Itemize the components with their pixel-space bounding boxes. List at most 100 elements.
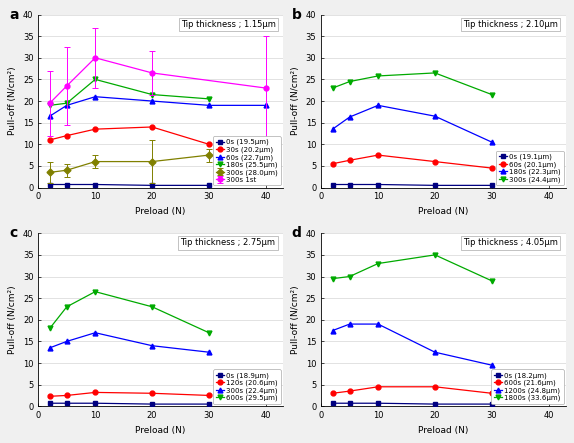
Line: 600s (21.6μm): 600s (21.6μm) bbox=[330, 385, 494, 396]
0s (19.5μm) bbox=[205, 183, 212, 188]
1200s (24.8μm) bbox=[488, 362, 495, 368]
Text: b: b bbox=[292, 8, 302, 22]
Line: 60s (20.1μm): 60s (20.1μm) bbox=[330, 153, 494, 171]
Text: c: c bbox=[9, 226, 17, 241]
300s (22.4μm) bbox=[149, 343, 156, 348]
600s (21.6μm) bbox=[488, 391, 495, 396]
0s (18.9μm) bbox=[205, 401, 212, 407]
1800s (33.6μm) bbox=[346, 274, 353, 279]
600s (21.6μm) bbox=[329, 391, 336, 396]
0s (19.5μm) bbox=[46, 182, 53, 187]
180s (25.5μm) bbox=[149, 92, 156, 97]
0s (18.2μm) bbox=[346, 400, 353, 406]
Y-axis label: Pull-off (N/cm²): Pull-off (N/cm²) bbox=[291, 67, 300, 136]
600s (29.5μm) bbox=[149, 304, 156, 310]
600s (29.5μm) bbox=[92, 289, 99, 294]
0s (18.2μm) bbox=[375, 400, 382, 406]
60s (22.7μm) bbox=[262, 103, 269, 108]
600s (21.6μm) bbox=[432, 384, 439, 389]
300s (24.4μm) bbox=[346, 79, 353, 84]
120s (20.6μm) bbox=[63, 393, 70, 398]
180s (22.3μm) bbox=[346, 114, 353, 120]
60s (20.1μm) bbox=[346, 158, 353, 163]
60s (22.7μm) bbox=[205, 103, 212, 108]
Line: 0s (19.1μm): 0s (19.1μm) bbox=[330, 182, 494, 188]
300s (24.4μm) bbox=[488, 92, 495, 97]
1800s (33.6μm) bbox=[488, 278, 495, 284]
300s (24.4μm) bbox=[329, 85, 336, 91]
300s (22.4μm) bbox=[205, 350, 212, 355]
Legend: 0s (18.2μm), 600s (21.6μm), 1200s (24.8μm), 1800s (33.6μm): 0s (18.2μm), 600s (21.6μm), 1200s (24.8μ… bbox=[491, 369, 564, 404]
300s (24.4μm) bbox=[432, 70, 439, 76]
Line: 0s (18.2μm): 0s (18.2μm) bbox=[330, 401, 494, 407]
1200s (24.8μm) bbox=[346, 322, 353, 327]
0s (19.1μm) bbox=[346, 182, 353, 187]
60s (22.7μm) bbox=[92, 94, 99, 99]
X-axis label: Preload (N): Preload (N) bbox=[135, 207, 186, 216]
600s (29.5μm) bbox=[46, 326, 53, 331]
300s (22.4μm) bbox=[63, 339, 70, 344]
0s (19.1μm) bbox=[432, 183, 439, 188]
1800s (33.6μm) bbox=[329, 276, 336, 281]
300s (24.4μm) bbox=[375, 73, 382, 78]
X-axis label: Preload (N): Preload (N) bbox=[135, 426, 186, 435]
Line: 600s (29.5μm): 600s (29.5μm) bbox=[47, 289, 211, 335]
Line: 1200s (24.8μm): 1200s (24.8μm) bbox=[330, 322, 494, 368]
0s (18.9μm) bbox=[63, 400, 70, 406]
0s (18.2μm) bbox=[329, 400, 336, 406]
Text: Tip thickness ; 4.05μm: Tip thickness ; 4.05μm bbox=[463, 238, 559, 248]
Text: Tip thickness ; 2.75μm: Tip thickness ; 2.75μm bbox=[180, 238, 276, 248]
1200s (24.8μm) bbox=[432, 350, 439, 355]
60s (20.1μm) bbox=[432, 159, 439, 164]
0s (18.9μm) bbox=[149, 401, 156, 407]
Line: 60s (22.7μm): 60s (22.7μm) bbox=[47, 94, 268, 119]
120s (20.6μm) bbox=[149, 391, 156, 396]
Y-axis label: Pull-off (N/cm²): Pull-off (N/cm²) bbox=[291, 285, 300, 354]
30s (20.2μm) bbox=[63, 133, 70, 138]
Text: a: a bbox=[9, 8, 18, 22]
Line: 0s (18.9μm): 0s (18.9μm) bbox=[47, 401, 211, 407]
Text: d: d bbox=[292, 226, 302, 241]
Line: 300s (24.4μm): 300s (24.4μm) bbox=[330, 70, 494, 97]
0s (19.1μm) bbox=[488, 183, 495, 188]
30s (20.2μm) bbox=[92, 127, 99, 132]
60s (22.7μm) bbox=[63, 103, 70, 108]
X-axis label: Preload (N): Preload (N) bbox=[418, 207, 468, 216]
1800s (33.6μm) bbox=[375, 261, 382, 266]
60s (22.7μm) bbox=[46, 113, 53, 119]
Y-axis label: Pull-off (N/cm²): Pull-off (N/cm²) bbox=[9, 285, 17, 354]
1200s (24.8μm) bbox=[329, 328, 336, 333]
0s (19.5μm) bbox=[63, 182, 70, 187]
Line: 30s (20.2μm): 30s (20.2μm) bbox=[47, 124, 211, 147]
0s (18.2μm) bbox=[432, 401, 439, 407]
Text: Tip thickness ; 1.15μm: Tip thickness ; 1.15μm bbox=[181, 20, 276, 29]
30s (20.2μm) bbox=[46, 137, 53, 143]
Text: Tip thickness ; 2.10μm: Tip thickness ; 2.10μm bbox=[463, 20, 559, 29]
1200s (24.8μm) bbox=[375, 322, 382, 327]
180s (25.5μm) bbox=[205, 96, 212, 101]
0s (19.1μm) bbox=[375, 182, 382, 187]
600s (21.6μm) bbox=[375, 384, 382, 389]
1800s (33.6μm) bbox=[432, 252, 439, 257]
Legend: 0s (19.5μm), 30s (20.2μm), 60s (22.7μm), 180s (25.5μm), 300s (28.0μm), 300s 1st: 0s (19.5μm), 30s (20.2μm), 60s (22.7μm),… bbox=[213, 136, 281, 186]
60s (20.1μm) bbox=[375, 152, 382, 158]
0s (19.1μm) bbox=[329, 182, 336, 187]
60s (20.1μm) bbox=[329, 161, 336, 167]
120s (20.6μm) bbox=[92, 390, 99, 395]
120s (20.6μm) bbox=[205, 393, 212, 398]
Y-axis label: Pull-off (N/cm²): Pull-off (N/cm²) bbox=[9, 67, 17, 136]
Line: 180s (25.5μm): 180s (25.5μm) bbox=[47, 77, 211, 108]
Line: 180s (22.3μm): 180s (22.3μm) bbox=[330, 103, 494, 144]
X-axis label: Preload (N): Preload (N) bbox=[418, 426, 468, 435]
0s (18.9μm) bbox=[92, 400, 99, 406]
60s (22.7μm) bbox=[149, 98, 156, 104]
180s (25.5μm) bbox=[63, 101, 70, 106]
600s (21.6μm) bbox=[346, 389, 353, 394]
30s (20.2μm) bbox=[149, 124, 156, 130]
30s (20.2μm) bbox=[205, 142, 212, 147]
180s (22.3μm) bbox=[488, 140, 495, 145]
180s (25.5μm) bbox=[46, 103, 53, 108]
Legend: 0s (19.1μm), 60s (20.1μm), 180s (22.3μm), 300s (24.4μm): 0s (19.1μm), 60s (20.1μm), 180s (22.3μm)… bbox=[496, 151, 564, 186]
Line: 1800s (33.6μm): 1800s (33.6μm) bbox=[330, 253, 494, 283]
0s (18.9μm) bbox=[46, 400, 53, 406]
